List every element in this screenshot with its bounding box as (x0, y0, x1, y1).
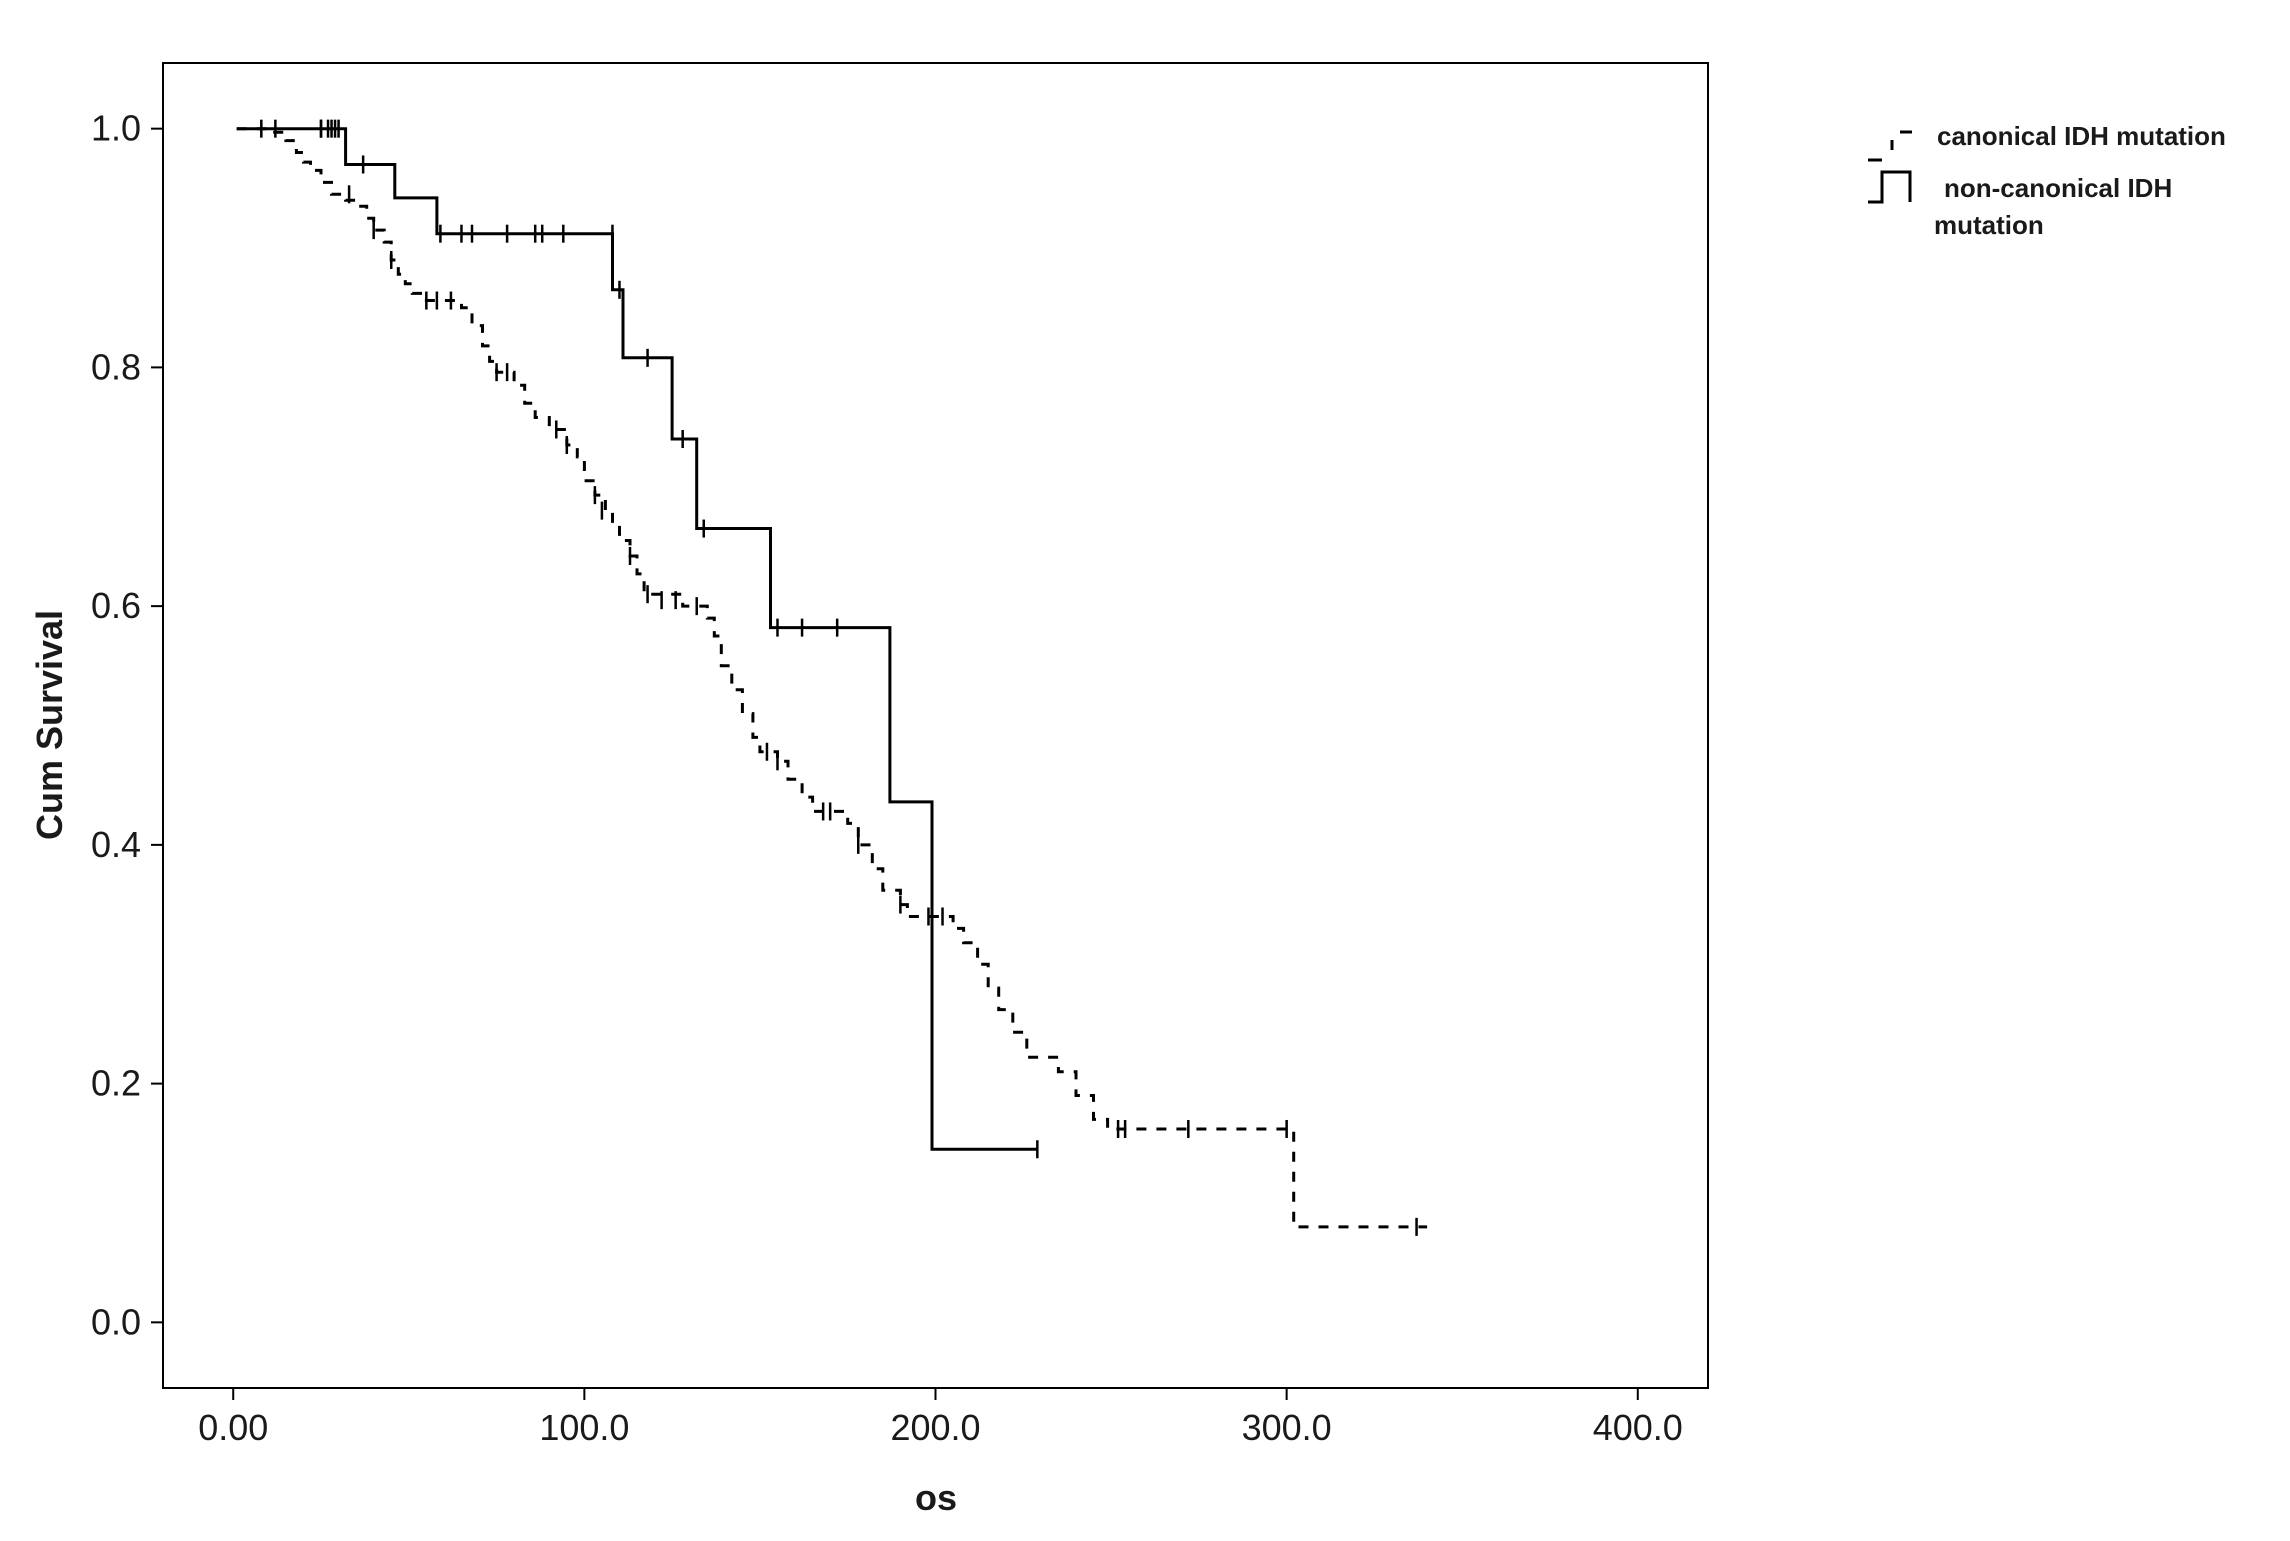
series-line-non-canonical (236, 127, 1038, 1151)
legend-label-non-canonical: non-canonical IDH mutation (1934, 173, 2172, 240)
y-tick-label: 0.4 (91, 824, 141, 865)
x-tick-label: 400.0 (1593, 1407, 1683, 1448)
y-tick-label: 0.6 (91, 585, 141, 626)
x-tick-label: 300.0 (1242, 1407, 1332, 1448)
y-tick-label: 0.8 (91, 346, 141, 387)
x-axis-label: os (915, 1477, 957, 1518)
y-tick-label: 0.2 (91, 1063, 141, 1104)
legend-swatch-canonical (1868, 130, 1912, 162)
y-tick-label: 0.0 (91, 1301, 141, 1342)
legend-swatch-non-canonical (1868, 170, 1912, 204)
y-axis-label: Cum Survival (29, 610, 70, 840)
legend-label-canonical: canonical IDH mutation (1937, 121, 2226, 151)
y-axis: 0.0 0.2 0.4 0.6 0.8 1.0 (91, 108, 163, 1342)
plot-frame (162, 62, 1709, 1389)
y-tick-label: 1.0 (91, 108, 141, 149)
series-line-canonical (236, 127, 1428, 1229)
series-layer (236, 119, 1428, 1236)
x-tick-label: 100.0 (539, 1407, 629, 1448)
x-tick-label: 200.0 (890, 1407, 980, 1448)
x-tick-label: 0.00 (198, 1407, 268, 1448)
legend: canonical IDH mutation non-canonical IDH m… (1868, 121, 2226, 240)
x-axis: 0.00 100.0 200.0 300.0 400.0 (198, 1388, 1683, 1448)
